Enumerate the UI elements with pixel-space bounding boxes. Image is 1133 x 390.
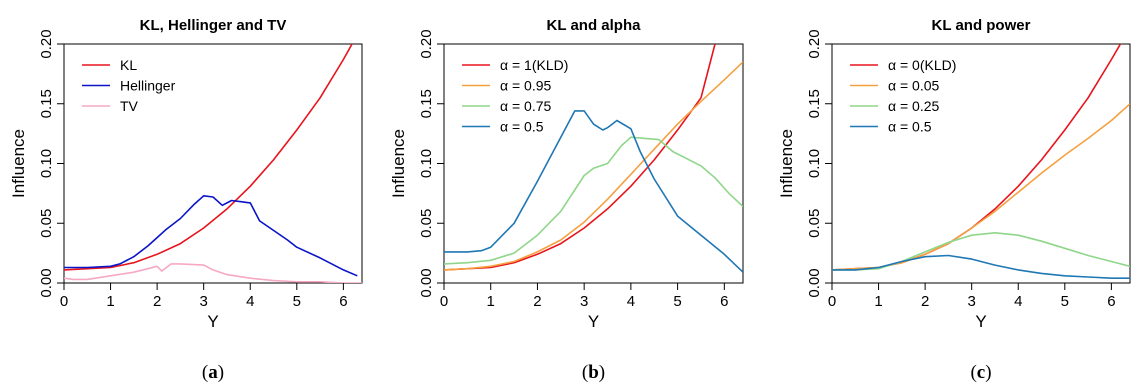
legend-label: α = 0.5 [500,119,544,135]
x-tick-label: 6 [720,293,728,310]
x-tick-label: 2 [153,293,161,310]
plot-frame [831,43,1131,284]
y-axis-label: Influence [389,129,408,198]
y-tick-label: 0.15 [806,89,823,118]
chart-title: KL and power [932,17,1031,34]
y-tick-label: 0.20 [806,29,823,58]
panel-caption: (c) [970,362,991,383]
chart-panel-c: KL and power 0 1 2 3 4 5 6 0.00 0.05 0.10 0.15 0.20 Y… [777,17,1131,383]
series-line-2 [64,263,362,283]
caption-open: ( [202,362,208,383]
chart-panel-b: KL and alpha 0 1 2 3 4 5 6 0.00 0.05 0.10 0.15 0.20 Y… [389,17,744,383]
x-axis-label: Y [207,312,218,331]
y-tick-label: 0.10 [806,149,823,178]
y-tick-label: 0.20 [418,29,435,58]
chart-title: KL, Hellinger and TV [140,17,287,34]
caption-open: ( [582,362,588,383]
series-line-1 [64,195,358,277]
x-tick-label: 1 [487,293,495,310]
y-tick-label: 0.05 [418,209,435,238]
x-axis-label: Y [975,312,986,331]
y-tick-label: 0.05 [806,209,823,238]
x-tick-label: 6 [339,293,347,310]
series-line-3 [444,110,743,273]
x-tick-label: 4 [627,293,635,310]
panel-caption: (a) [202,362,224,383]
x-tick-label: 5 [1061,293,1069,310]
caption-letter: a [208,362,218,383]
y-axis-label: Influence [777,129,796,198]
y-tick-label: 0.20 [38,29,55,58]
legend-label: Hellinger [120,78,176,94]
legend-label: α = 0.75 [500,98,552,114]
y-axis-label: Influence [9,129,28,198]
x-tick-label: 1 [874,293,882,310]
x-tick-label: 1 [106,293,114,310]
x-tick-label: 0 [828,293,836,310]
legend-label: α = 0.5 [888,119,932,135]
series-line-1 [832,103,1130,271]
x-tick-label: 0 [60,293,68,310]
series-line-3 [832,254,1130,280]
x-tick-label: 4 [246,293,254,310]
x-tick-label: 0 [440,293,448,310]
legend-label: α = 1(KLD) [500,57,568,73]
y-tick-label: 0.05 [38,209,55,238]
x-tick-label: 5 [293,293,301,310]
x-tick-label: 4 [1014,293,1022,310]
caption-close: ) [218,362,224,383]
x-tick-label: 5 [673,293,681,310]
caption-open: ( [970,362,976,383]
chart-panel-a: KL, Hellinger and TV 0 1 2 3 4 5 6 0.00 0.05 0.10 0… [9,17,363,383]
y-tick-label: 0.00 [38,268,55,297]
y-tick-label: 0.10 [38,149,55,178]
legend-label: α = 0.95 [500,78,552,94]
caption-close: ) [985,362,991,383]
legend-label: α = 0(KLD) [888,57,956,73]
caption-letter: c [977,362,985,383]
caption-close: ) [599,362,605,383]
legend-label: TV [120,98,139,114]
series-line-0 [444,44,716,271]
chart-title: KL and alpha [547,17,642,34]
x-tick-label: 3 [580,293,588,310]
series-line-2 [832,232,1130,271]
y-tick-label: 0.00 [418,268,435,297]
y-tick-label: 0.15 [38,89,55,118]
x-tick-label: 2 [533,293,541,310]
x-tick-label: 3 [200,293,208,310]
legend-label: α = 0.05 [888,78,940,94]
plot-frame [63,43,363,284]
series-line-2 [444,136,743,265]
x-tick-label: 2 [921,293,929,310]
caption-letter: b [588,362,599,383]
x-tick-label: 3 [968,293,976,310]
legend-label: KL [120,57,137,73]
y-tick-label: 0.10 [418,149,435,178]
panel-caption: (b) [582,362,605,383]
y-tick-label: 0.00 [806,268,823,297]
series-line-0 [64,44,353,271]
series-line-1 [444,61,743,271]
legend-label: α = 0.25 [888,98,940,114]
x-axis-label: Y [588,312,599,331]
y-tick-label: 0.15 [418,89,435,118]
x-tick-label: 6 [1107,293,1115,310]
